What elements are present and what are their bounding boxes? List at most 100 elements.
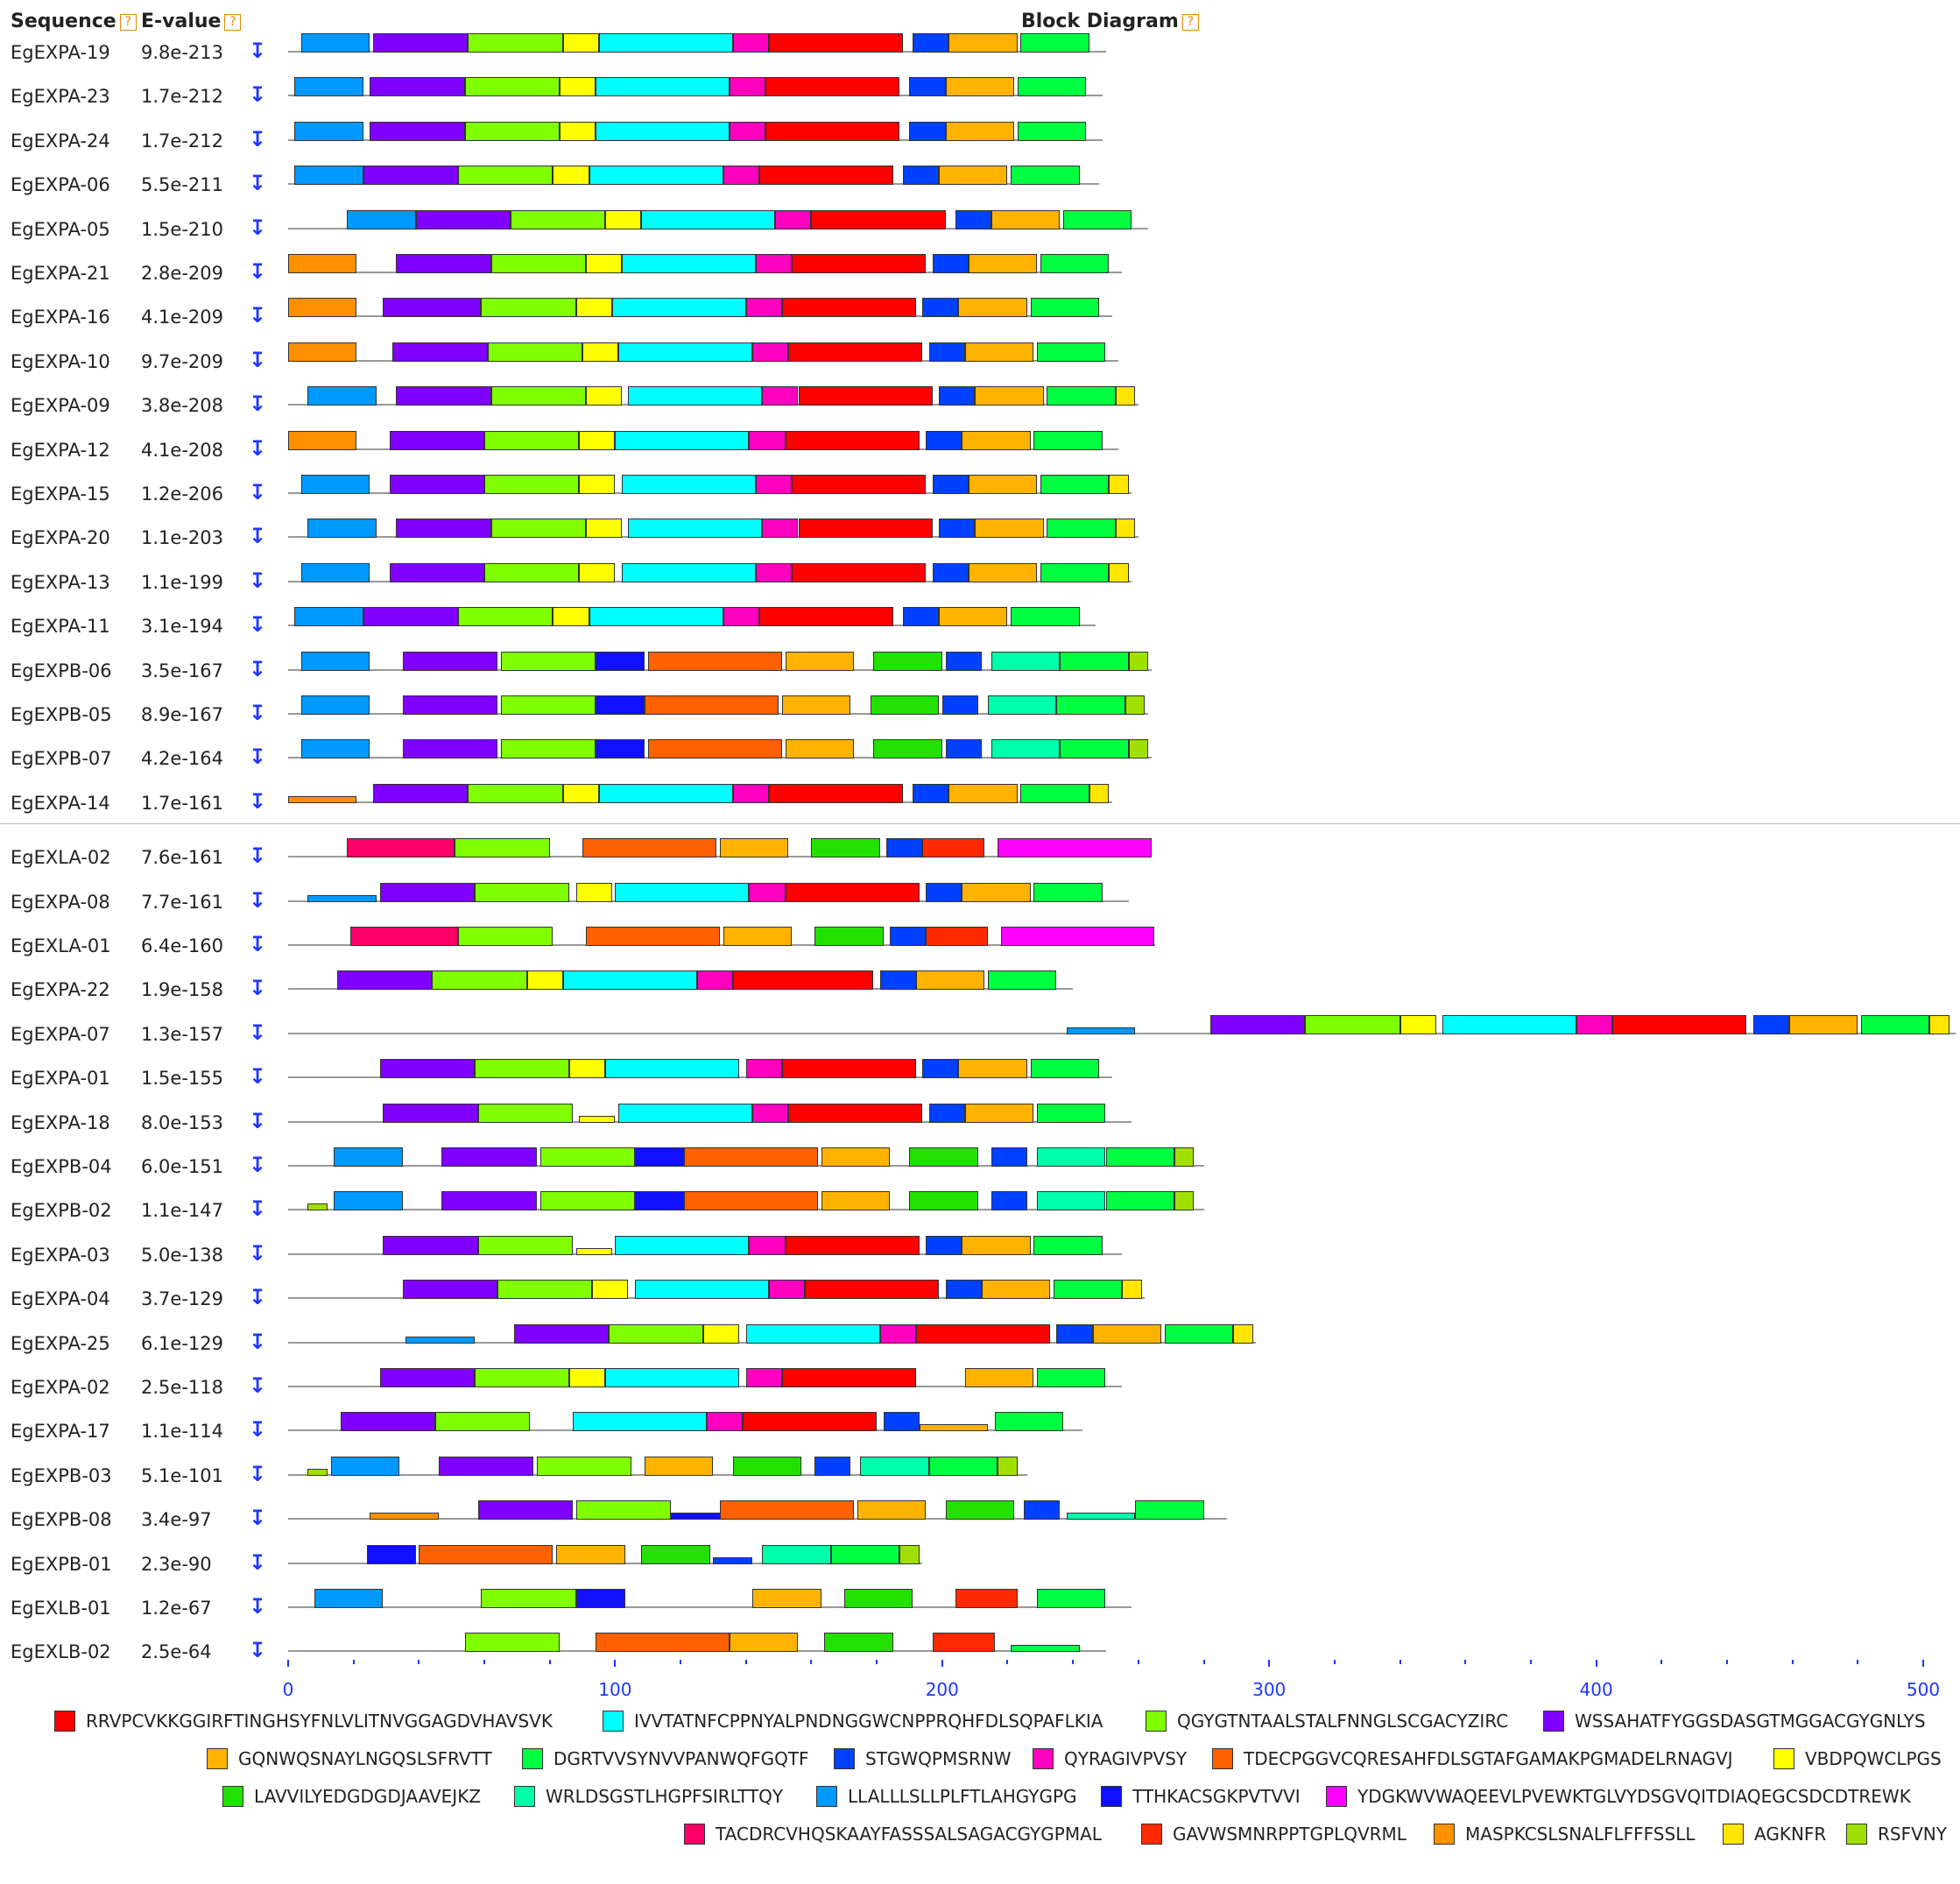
motif-block-m12[interactable] (991, 739, 1061, 759)
motif-block-m4[interactable] (379, 882, 475, 902)
motif-block-m8[interactable] (749, 1235, 786, 1255)
motif-block-m13[interactable] (300, 739, 370, 759)
motif-block-m20[interactable] (998, 1456, 1018, 1476)
motif-block-m20[interactable] (899, 1544, 920, 1564)
motif-block-m1[interactable] (785, 1235, 920, 1255)
motif-block-m8[interactable] (732, 33, 769, 53)
motif-block-m13[interactable] (330, 1456, 399, 1476)
motif-block-m12[interactable] (991, 651, 1061, 671)
motif-block-m3[interactable] (608, 1323, 704, 1344)
motif-block-m5[interactable] (958, 298, 1027, 318)
motif-block-m7[interactable] (932, 254, 969, 273)
motif-block-m13[interactable] (347, 209, 416, 229)
motif-block-m13[interactable] (294, 77, 363, 97)
motif-block-m3[interactable] (497, 1280, 593, 1300)
motif-block-m7[interactable] (909, 77, 946, 97)
motif-block-m19[interactable] (1233, 1323, 1253, 1344)
motif-block-m7[interactable] (932, 475, 969, 494)
motif-block-m3[interactable] (481, 1589, 576, 1608)
motif-block-m5[interactable] (968, 254, 1038, 273)
motif-block-m4[interactable] (363, 607, 459, 627)
motif-block-m3[interactable] (500, 739, 596, 759)
motif-block-m5[interactable] (645, 1456, 714, 1476)
strand-arrow-icon[interactable]: ↧ (249, 976, 267, 1001)
motif-block-m10[interactable] (579, 430, 616, 450)
motif-block-m8[interactable] (749, 882, 786, 902)
motif-block-m11[interactable] (811, 838, 880, 858)
motif-block-m8[interactable] (745, 298, 782, 318)
motif-block-m10[interactable] (605, 209, 642, 229)
motif-block-m4[interactable] (373, 783, 469, 803)
motif-block-m10[interactable] (582, 342, 619, 362)
motif-block-m17[interactable] (955, 1589, 1018, 1608)
motif-block-m10[interactable] (575, 298, 612, 318)
strand-arrow-icon[interactable]: ↧ (249, 480, 267, 505)
motif-block-m10[interactable] (579, 562, 616, 582)
motif-block-m4[interactable] (337, 970, 433, 991)
strand-arrow-icon[interactable]: ↧ (249, 1638, 267, 1663)
motif-block-m13[interactable] (300, 33, 370, 53)
motif-block-m4[interactable] (389, 475, 485, 494)
motif-block-m10[interactable] (579, 1115, 616, 1123)
motif-block-m3[interactable] (474, 1059, 570, 1079)
motif-block-m7[interactable] (922, 298, 959, 318)
motif-block-m13[interactable] (334, 1191, 403, 1211)
motif-block-m7[interactable] (902, 607, 940, 627)
motif-block-m6[interactable] (1011, 166, 1080, 186)
motif-block-m20[interactable] (1128, 739, 1149, 759)
motif-block-m1[interactable] (743, 1412, 878, 1432)
motif-block-m6[interactable] (1056, 695, 1125, 715)
evalue-help-icon[interactable]: ? (224, 14, 242, 31)
motif-block-m12[interactable] (988, 695, 1057, 715)
motif-block-m7[interactable] (909, 121, 946, 141)
motif-block-m4[interactable] (383, 1103, 478, 1123)
motif-block-m12[interactable] (762, 1544, 831, 1564)
motif-block-m1[interactable] (768, 783, 903, 803)
motif-block-m6[interactable] (1164, 1323, 1234, 1344)
motif-block-m16[interactable] (349, 927, 459, 946)
motif-block-m7[interactable] (1752, 1014, 1789, 1034)
motif-block-m2[interactable] (589, 607, 723, 627)
motif-block-m6[interactable] (830, 1544, 900, 1564)
motif-block-m4[interactable] (389, 430, 485, 450)
motif-block-m6[interactable] (1060, 651, 1129, 671)
motif-block-m3[interactable] (435, 1412, 531, 1432)
motif-block-m10[interactable] (559, 121, 596, 141)
motif-block-m11[interactable] (945, 1500, 1014, 1521)
motif-block-m9[interactable] (683, 1147, 818, 1167)
motif-block-m1[interactable] (915, 1323, 1051, 1344)
motif-block-m6[interactable] (1030, 298, 1100, 318)
strand-arrow-icon[interactable]: ↧ (249, 1373, 267, 1398)
motif-block-m13[interactable] (334, 1147, 403, 1167)
motif-block-m6[interactable] (1060, 739, 1129, 759)
motif-block-m18[interactable] (370, 1513, 439, 1521)
motif-block-m4[interactable] (340, 1412, 436, 1432)
motif-block-m12[interactable] (860, 1456, 929, 1476)
motif-block-m20[interactable] (307, 1468, 328, 1476)
motif-block-m7[interactable] (941, 695, 978, 715)
motif-block-m4[interactable] (379, 1368, 475, 1387)
strand-arrow-icon[interactable]: ↧ (249, 82, 267, 108)
strand-arrow-icon[interactable]: ↧ (249, 1506, 267, 1531)
motif-block-m5[interactable] (964, 342, 1034, 362)
motif-block-m3[interactable] (458, 166, 553, 186)
motif-block-m3[interactable] (477, 1235, 573, 1255)
strand-arrow-icon[interactable]: ↧ (249, 701, 267, 725)
motif-block-m6[interactable] (1135, 1500, 1204, 1521)
motif-block-m7[interactable] (922, 1059, 959, 1079)
strand-arrow-icon[interactable]: ↧ (249, 347, 267, 372)
motif-block-m13[interactable] (307, 519, 377, 539)
strand-arrow-icon[interactable]: ↧ (249, 887, 267, 913)
motif-block-m14[interactable] (670, 1513, 720, 1521)
motif-block-m8[interactable] (755, 254, 793, 273)
motif-block-m3[interactable] (432, 970, 527, 991)
motif-block-m1[interactable] (792, 475, 927, 494)
strand-arrow-icon[interactable]: ↧ (249, 568, 267, 593)
motif-block-m8[interactable] (723, 166, 759, 186)
motif-block-m8[interactable] (706, 1412, 743, 1432)
motif-block-m13[interactable] (300, 562, 370, 582)
motif-block-m9[interactable] (419, 1544, 553, 1564)
strand-arrow-icon[interactable]: ↧ (249, 1594, 267, 1619)
motif-block-m4[interactable] (383, 1235, 478, 1255)
motif-block-m3[interactable] (487, 342, 583, 362)
